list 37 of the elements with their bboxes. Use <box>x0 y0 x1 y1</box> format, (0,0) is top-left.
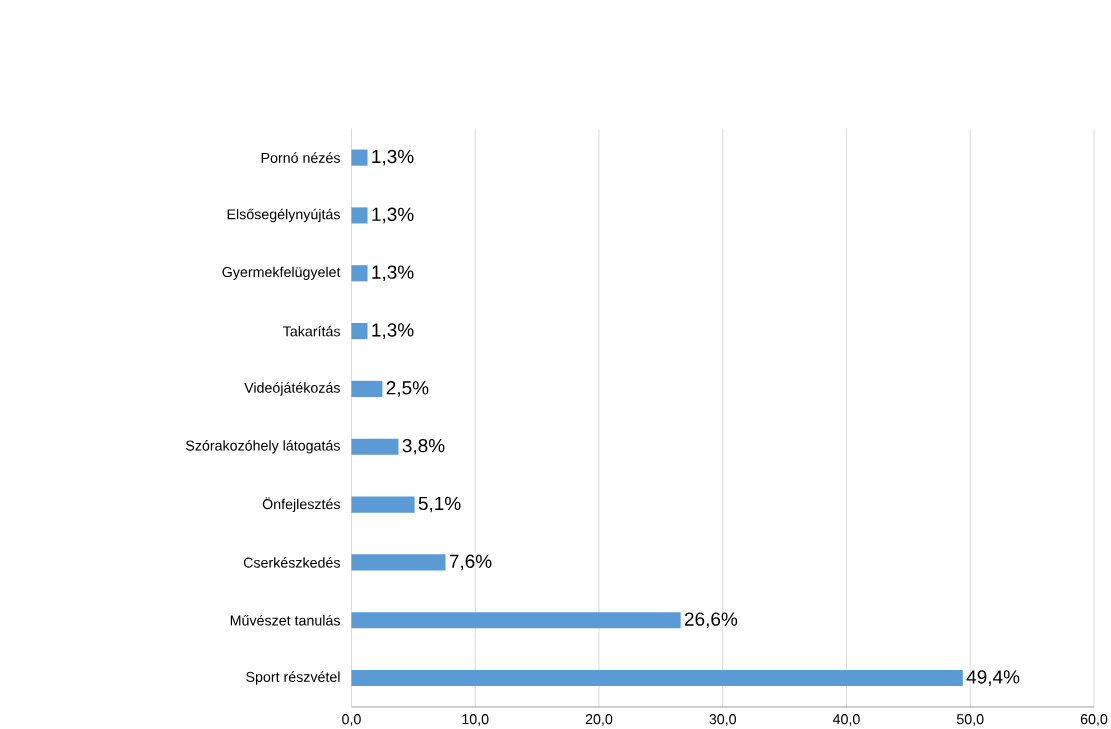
data-label: 3,8% <box>402 438 445 455</box>
x-tick-label: 0,0 <box>342 714 361 726</box>
bar <box>351 669 963 687</box>
y-tick-label: Takarítás <box>283 325 340 337</box>
y-tick-label: Cserkészkedés <box>243 557 340 568</box>
bar <box>351 323 368 340</box>
y-tick-label: Elsősegélynyújtás <box>227 208 340 223</box>
y-tick-label: Gyermekfelügyelet <box>222 266 341 280</box>
bar <box>351 207 368 224</box>
data-label: 1,3% <box>372 323 414 339</box>
data-label: 1,3% <box>372 149 414 166</box>
data-label: 5,1% <box>418 496 461 513</box>
bar <box>351 554 446 571</box>
y-tick-label: Videójátékozás <box>244 382 340 396</box>
y-tick-label: Önfejlesztés <box>262 497 340 512</box>
x-tick-label: 20,0 <box>585 714 613 726</box>
bar <box>351 612 681 629</box>
y-tick-label: Művészet tanulás <box>230 614 340 626</box>
x-tick-label: 50,0 <box>956 714 984 726</box>
data-label: 1,3% <box>372 265 414 282</box>
data-label: 2,5% <box>386 381 429 397</box>
y-tick-label: Pornó nézés <box>261 152 340 163</box>
x-tick-label: 30,0 <box>709 714 737 726</box>
data-label: 26,6% <box>684 612 738 629</box>
data-label: 49,4% <box>966 670 1020 686</box>
y-tick-label: Szórakozóhely látogatás <box>185 440 340 454</box>
data-label: 1,3% <box>372 207 414 224</box>
bar <box>351 438 399 455</box>
bar <box>351 265 368 282</box>
data-label: 7,6% <box>449 554 492 571</box>
bar <box>351 380 383 397</box>
x-tick-label: 10,0 <box>462 714 489 726</box>
y-tick-label: Sport részvétel <box>246 671 340 685</box>
bar <box>351 149 368 166</box>
x-tick-label: 40,0 <box>832 714 860 726</box>
x-tick-label: 60,0 <box>1080 714 1108 726</box>
bar <box>351 496 415 513</box>
